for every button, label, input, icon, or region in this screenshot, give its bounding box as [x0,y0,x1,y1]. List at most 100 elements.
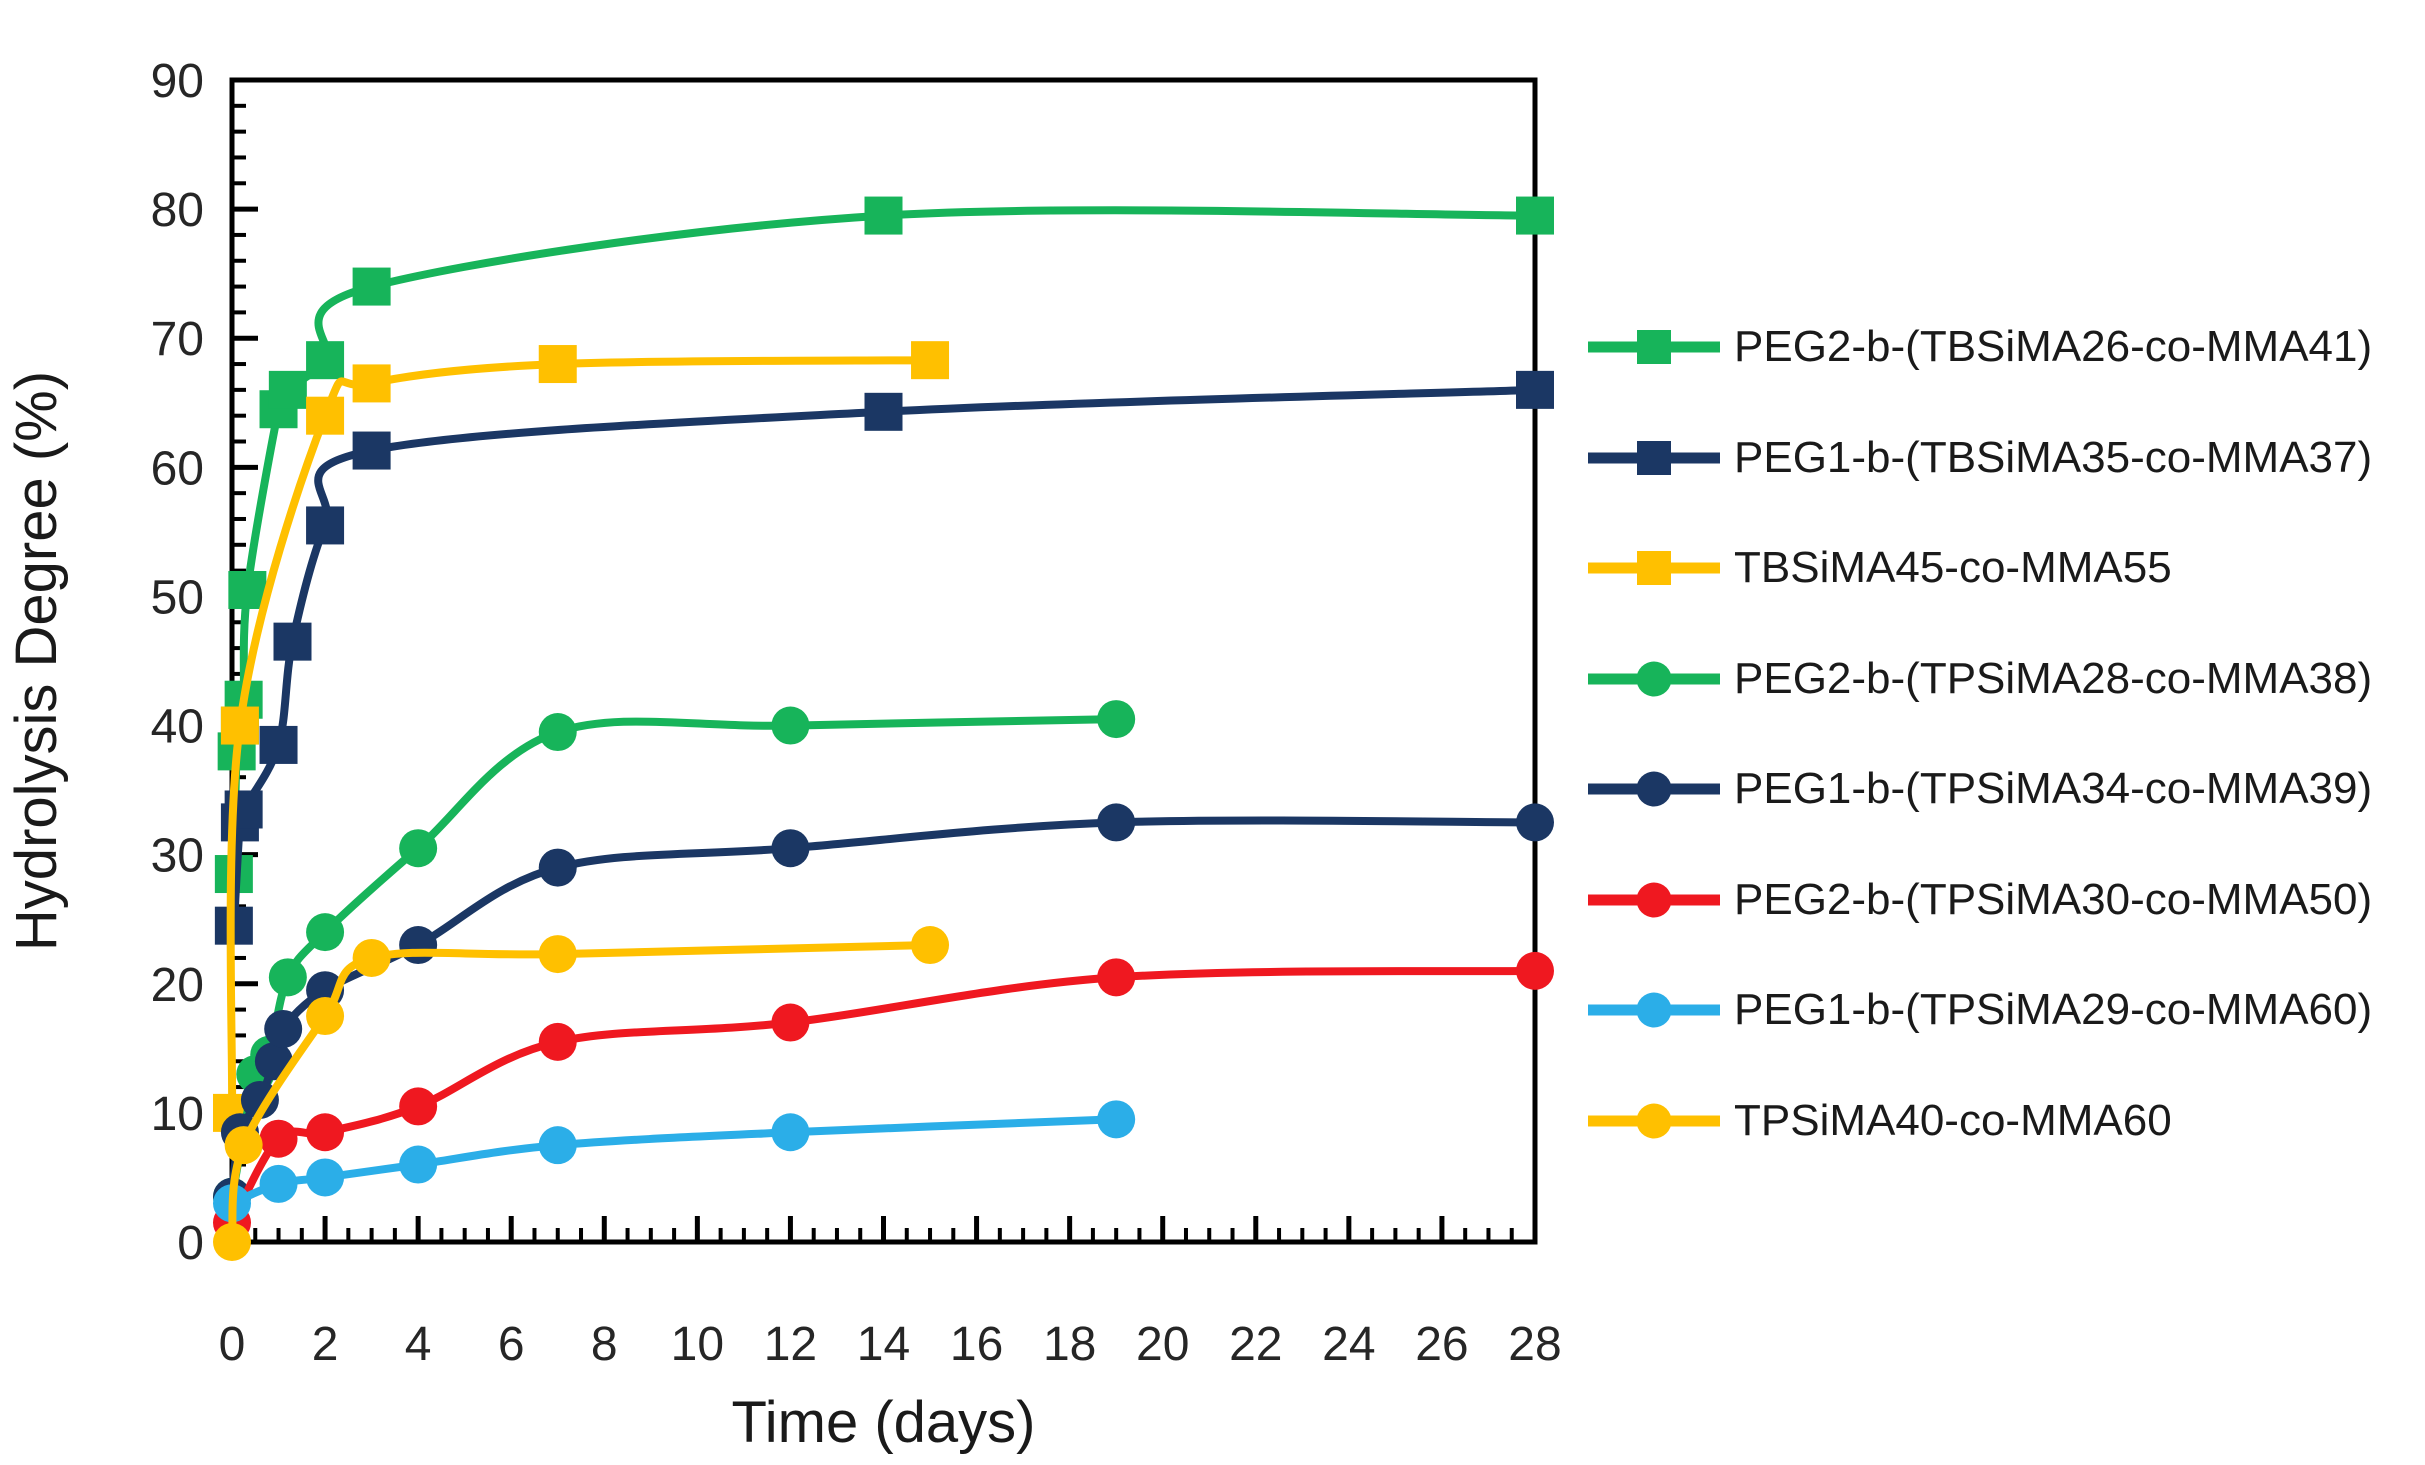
data-point-square [306,506,345,545]
y-axis-title: Hydrolysis Degree (%) [4,371,69,951]
data-point-circle [306,1113,345,1152]
series-PEG1-b-(TPSiMA29-co-MMA60) [213,1100,1136,1223]
data-point-square [1516,370,1554,409]
series-line [228,941,934,1246]
series-line [229,206,1539,879]
legend-label: PEG1-b-(TPSiMA34-co-MMA39) [1734,764,2373,813]
x-tick-label: 18 [1043,1318,1096,1371]
data-point-square [352,431,391,470]
legend-swatch-circle-icon [1588,992,1720,1028]
data-point-circle [538,1126,577,1165]
legend-swatch-circle-icon [1588,771,1720,807]
x-tick-label: 28 [1508,1318,1561,1371]
x-tick-label: 4 [405,1318,432,1371]
data-point-square [306,396,345,435]
series-PEG2-b-(TBSiMA26-co-MMA41) [214,196,1554,894]
x-tick-label: 24 [1322,1318,1375,1371]
series-TPSiMA40-co-MMA60 [213,926,950,1261]
data-point-circle [352,938,391,977]
data-point-square [268,370,307,409]
data-point-square [911,341,950,380]
tick-labels: 0 2 4 6 8 10 12 14 16 18 20 22 24 26 28010203040506070… [151,55,1562,1371]
legend-label: TBSiMA45-co-MMA55 [1734,543,2172,592]
data-point-circle [771,829,810,868]
data-point-circle [771,1003,810,1042]
x-axis-title: Time (days) [732,1390,1036,1455]
data-point-circle [538,935,577,974]
legend-swatch-square-icon [1588,440,1720,475]
y-tick-label: 50 [151,571,204,624]
data-point-square [864,196,903,235]
y-tick-label: 90 [151,55,204,108]
data-point-circle [259,1164,298,1203]
data-point-square [259,725,298,764]
x-tick-label: 14 [857,1318,910,1371]
y-tick-label: 80 [151,184,204,237]
legend-item: PEG2-b-(TBSiMA26-co-MMA41) [1588,317,2372,377]
data-point-circle [399,1087,438,1126]
legend-label: PEG1-b-(TBSiMA35-co-MMA37) [1734,432,2373,482]
data-point-circle [399,1145,438,1184]
data-point-circle [399,829,438,868]
y-tick-label: 30 [151,830,204,883]
legend-item: PEG2-b-(TPSiMA28-co-MMA38) [1588,649,2372,709]
legend-item: PEG1-b-(TPSiMA34-co-MMA39) [1588,759,2372,819]
x-tick-label: 12 [764,1318,817,1371]
x-tick-label: 0 [219,1318,246,1371]
data-point-circle [1516,951,1554,990]
legend-item: TBSiMA45-co-MMA55 [1588,538,2172,598]
data-point-square [220,706,259,745]
legend-swatch-square-icon [1588,330,1720,364]
legend-label: TPSiMA40-co-MMA60 [1734,1095,2172,1145]
x-tick-label: 2 [312,1318,339,1371]
data-point-square [273,622,312,661]
series-PEG2-b-(TPSiMA30-co-MMA50) [213,951,1554,1242]
data-point-square [228,570,267,609]
data-point-square [1516,196,1554,235]
data-point-circle [306,913,345,952]
legend-label: PEG2-b-(TPSiMA28-co-MMA38) [1734,653,2373,703]
data-point-circle [213,1223,251,1261]
legend-swatch-circle-icon [1588,661,1720,696]
data-point-circle [1097,1100,1136,1139]
y-tick-label: 40 [151,701,204,754]
legend-label: PEG2-b-(TPSiMA30-co-MMA50) [1734,874,2373,924]
data-point-square [538,345,577,384]
x-tick-label: 20 [1136,1318,1189,1371]
data-point-circle [268,958,307,997]
x-tick-label: 6 [498,1318,525,1371]
x-tick-label: 26 [1415,1318,1468,1371]
data-point-circle [538,848,577,887]
legend-item: PEG1-b-(TBSiMA35-co-MMA37) [1588,428,2372,488]
y-tick-label: 70 [151,313,204,366]
x-tick-label: 10 [671,1318,724,1371]
data-point-circle [911,926,950,965]
plot-frame [229,77,1538,1245]
series-line [226,356,934,1117]
y-tick-label: 0 [177,1217,204,1270]
legend-swatch-circle-icon [1588,1103,1720,1138]
data-point-circle [1097,700,1136,739]
legend-swatch-circle-icon [1588,882,1720,917]
data-point-square [352,364,391,403]
data-point-square [352,267,391,306]
data-point-circle [538,713,577,752]
legend-item: PEG2-b-(TPSiMA30-co-MMA50) [1588,870,2372,930]
data-point-square [864,392,903,431]
x-tick-label: 16 [950,1318,1003,1371]
data-point-circle [538,1022,577,1061]
y-tick-label: 20 [151,959,204,1012]
legend-item: TPSiMA40-co-MMA60 [1588,1091,2172,1151]
series-PEG1-b-(TBSiMA35-co-MMA37) [214,370,1554,945]
data-point-circle [264,1009,303,1048]
legend-item: PEG1-b-(TPSiMA29-co-MMA60) [1588,980,2372,1040]
data-point-circle [1097,958,1136,997]
data-point-square [306,341,345,380]
data-point-circle [306,1158,345,1197]
legend-label: PEG1-b-(TPSiMA29-co-MMA60) [1734,985,2373,1034]
x-tick-label: 8 [591,1318,618,1371]
data-point-circle [1516,803,1554,842]
data-point-circle [1097,803,1136,842]
